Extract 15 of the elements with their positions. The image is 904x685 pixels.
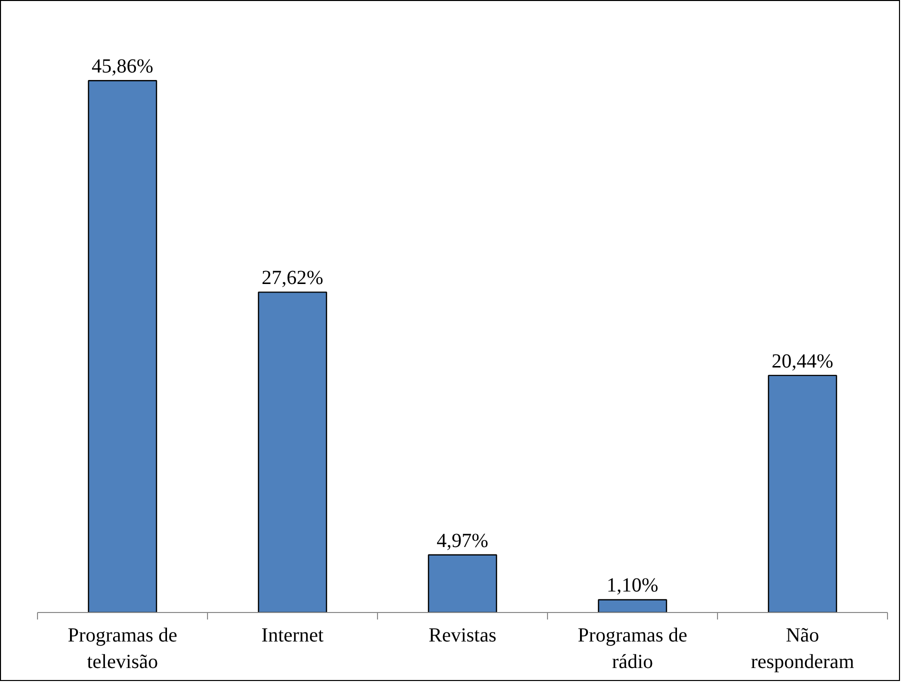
data-label: 45,86%	[92, 56, 154, 78]
bar	[428, 554, 498, 612]
x-tick-label: Programas de televisão	[68, 624, 178, 673]
bar	[598, 599, 668, 612]
data-label: 20,44%	[772, 350, 834, 372]
bar	[768, 374, 838, 612]
x-tick-label: Não responderam	[750, 624, 855, 673]
bar	[258, 292, 328, 612]
data-label: 4,97%	[436, 530, 488, 552]
data-label: 27,62%	[262, 267, 324, 290]
x-tick-label: Programas de rádio	[578, 624, 688, 673]
x-tick-label: Internet	[261, 624, 324, 646]
bar	[88, 80, 158, 612]
x-tick-label: Revistas	[428, 624, 497, 646]
data-label: 1,10%	[606, 574, 658, 597]
